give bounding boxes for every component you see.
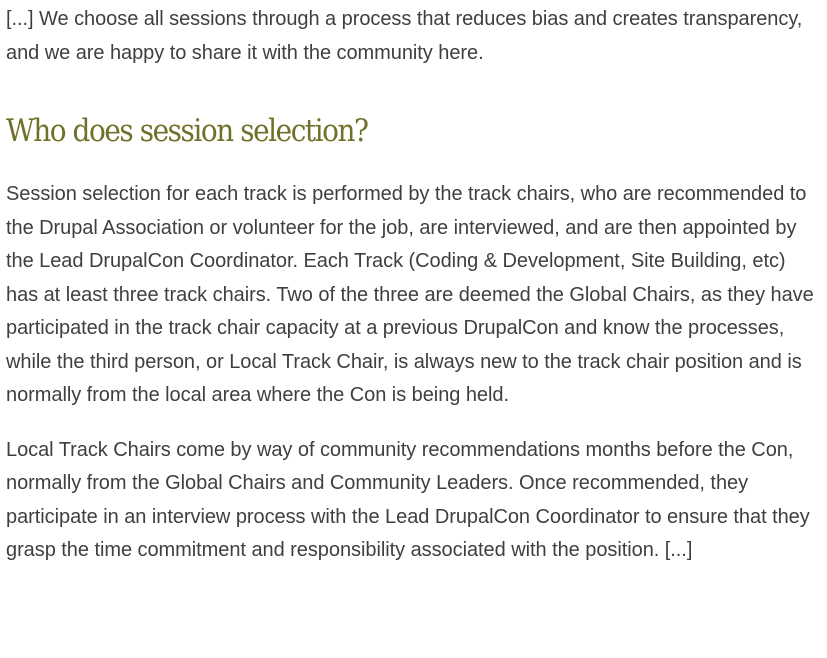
- body-paragraph-track-chairs: Session selection for each track is perf…: [6, 183, 814, 406]
- section-heading: Who does session selection?: [6, 113, 369, 149]
- article-excerpt: [...] We choose all sessions through a p…: [6, 8, 814, 562]
- intro-paragraph: [...] We choose all sessions through a p…: [6, 8, 803, 64]
- body-paragraph-local-chairs: Local Track Chairs come by way of commun…: [6, 438, 810, 562]
